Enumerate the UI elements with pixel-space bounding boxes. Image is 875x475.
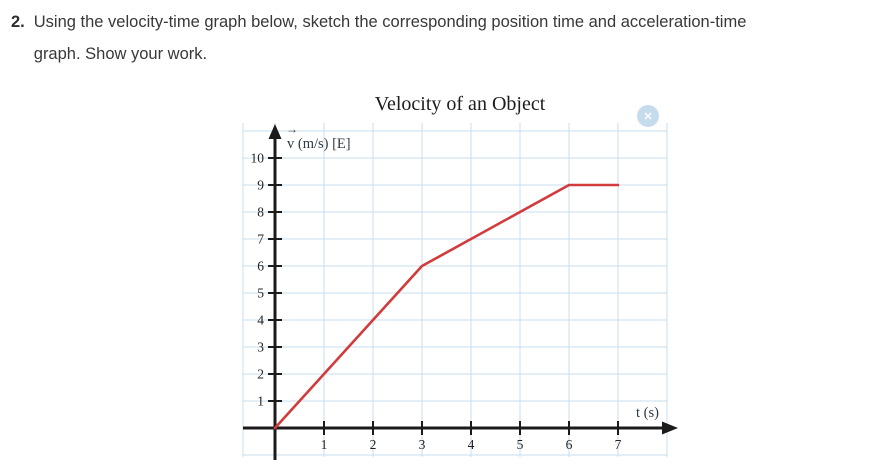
velocity-chart-svg: 1 2 3 4 5 6 7 8 9 10 1 2 3 4 5 6 7 v (m/s) [E]→ t (s): [242, 122, 678, 460]
y-tick-label: 7: [257, 232, 264, 247]
y-tick-label: 6: [257, 259, 264, 274]
y-tick-label: 1: [257, 394, 264, 409]
x-tick-label: 5: [517, 437, 524, 452]
x-tick-label: 2: [370, 437, 377, 452]
question-text: Using the velocity-time graph below, ske…: [33, 13, 747, 63]
question-number: 2.: [11, 13, 25, 31]
x-axis-arrow: [662, 421, 678, 435]
y-tick-label: 2: [257, 367, 264, 382]
vector-arrow-icon: →: [286, 122, 298, 136]
x-tick-label: 6: [566, 437, 573, 452]
velocity-line: [273, 183, 620, 430]
velocity-chart: Velocity of an Object 1 2 3 4 5 6 7 8 9 10 1 2 3 4 5 6 7…: [235, 92, 685, 470]
x-tick-label: 4: [468, 437, 475, 452]
chart-title: Velocity of an Object: [374, 93, 546, 115]
x-axis-label: t (s): [636, 405, 659, 421]
y-tick-label: 10: [251, 151, 265, 166]
y-axis-arrow: [268, 124, 282, 139]
x-tick-label: 7: [615, 437, 622, 452]
x-tick-label: 1: [321, 437, 328, 452]
y-tick-label: 8: [257, 205, 264, 220]
y-tick-label: 9: [257, 178, 264, 193]
x-tick-label: 3: [419, 437, 426, 452]
y-tick-label: 5: [257, 286, 264, 301]
close-icon[interactable]: ✕: [637, 105, 659, 127]
question: 2. Using the velocity-time graph below, …: [11, 6, 786, 70]
y-tick-label: 4: [257, 313, 264, 328]
y-tick-label: 3: [257, 340, 264, 355]
y-axis-label: v (m/s) [E]: [287, 136, 351, 152]
